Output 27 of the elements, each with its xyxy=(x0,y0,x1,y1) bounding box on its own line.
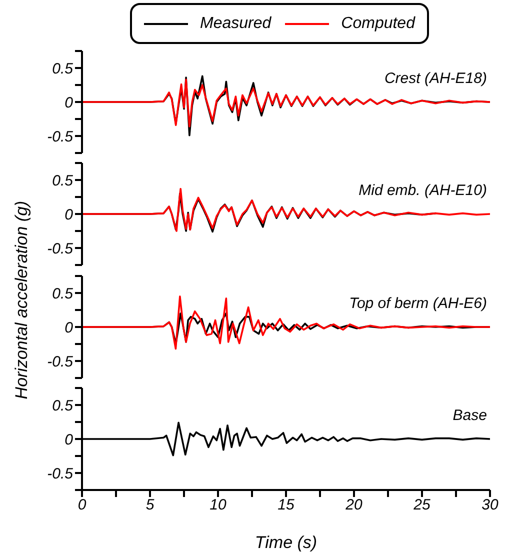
y-tick-label: 0 xyxy=(64,431,74,448)
annotation: Crest (AH-E18) xyxy=(384,70,487,87)
x-tick-label: 20 xyxy=(344,496,363,514)
y-axis-title: Horizontal acceleration (g) xyxy=(12,200,32,400)
x-tick-label: 0 xyxy=(78,496,87,514)
y-tick-label: -0.5 xyxy=(47,240,74,258)
annotation: Base xyxy=(452,407,487,424)
x-tick-label: 30 xyxy=(482,496,499,514)
legend-label: Measured xyxy=(200,14,272,32)
x-tick-label: 10 xyxy=(210,496,227,514)
x-tick-label: 25 xyxy=(412,496,431,514)
y-tick-label: -0.5 xyxy=(47,353,74,370)
annotation: Mid emb. (AH-E10) xyxy=(358,182,487,199)
x-axis-title: Time (s) xyxy=(254,533,318,552)
y-tick-label: 0 xyxy=(64,94,74,112)
legend-label: Computed xyxy=(341,14,415,32)
x-tick-label: 15 xyxy=(278,496,295,514)
y-tick-label: 0 xyxy=(64,319,74,336)
y-tick-label: 0.5 xyxy=(52,285,74,302)
y-tick-label: 0.5 xyxy=(52,60,74,78)
annotation: Top of berm (AH-E6) xyxy=(349,295,487,312)
y-tick-label: 0 xyxy=(64,206,74,224)
y-tick-label: -0.5 xyxy=(47,128,74,146)
y-tick-label: -0.5 xyxy=(47,465,74,482)
x-tick-label: 5 xyxy=(146,496,155,514)
y-tick-label: 0.5 xyxy=(52,397,74,414)
y-tick-label: 0.5 xyxy=(52,172,74,190)
